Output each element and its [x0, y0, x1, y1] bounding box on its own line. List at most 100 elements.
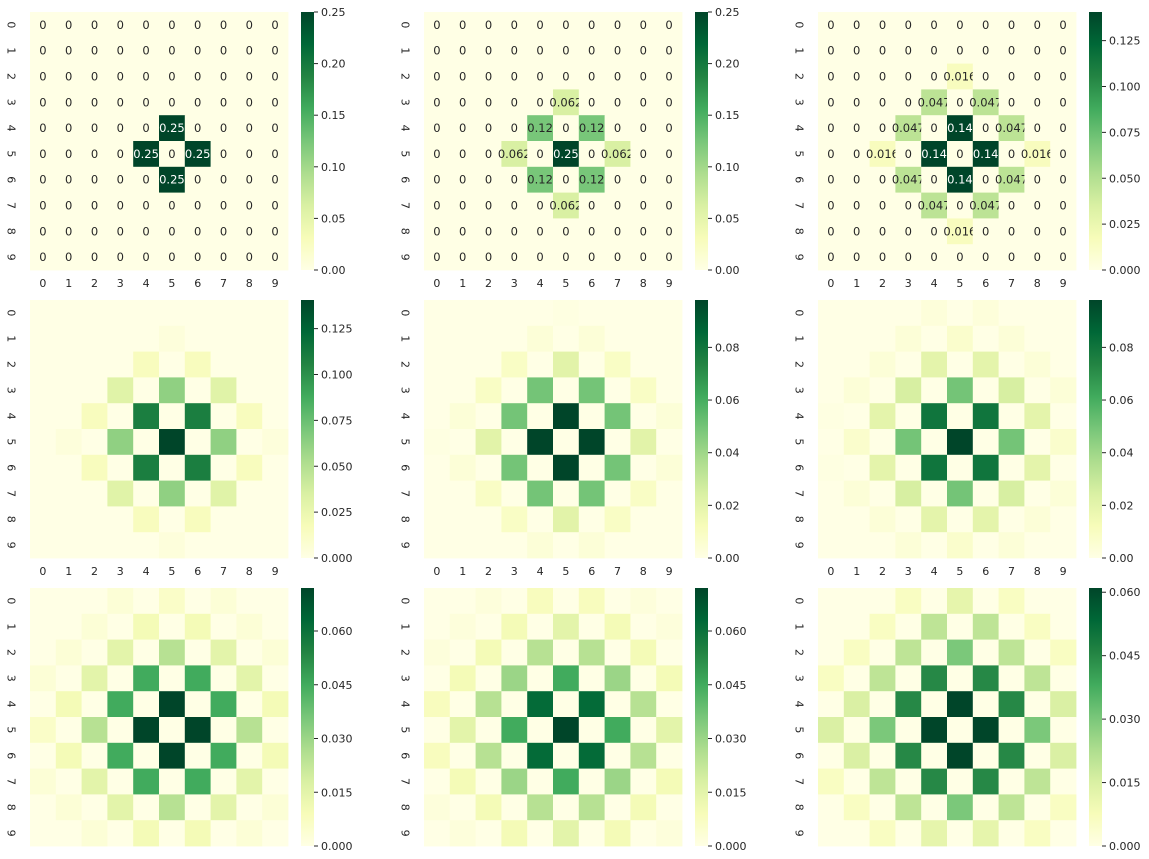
cell-annotation: 0 [220, 18, 227, 32]
colorbar-tick-label: 0.000 [321, 552, 353, 565]
cell-annotation: 0 [246, 121, 253, 135]
cell-annotation: 0 [220, 199, 227, 213]
heatmap-cell [1024, 403, 1051, 430]
heatmap-cell [1024, 742, 1051, 769]
heatmap-cell [604, 37, 631, 64]
heatmap-cell [501, 403, 528, 430]
heatmap-cell [578, 768, 605, 795]
cell-annotation: 0 [982, 121, 989, 135]
cell-annotation: 0 [271, 44, 278, 58]
heatmap-cell [578, 325, 605, 352]
heatmap-cell [133, 166, 160, 193]
heatmap-cell [475, 89, 502, 116]
heatmap-cell [604, 717, 631, 744]
cell-annotation: 0 [1059, 121, 1066, 135]
heatmap-cell [1050, 115, 1077, 142]
heatmap-cell [578, 403, 605, 430]
cell-annotation: 0 [827, 147, 834, 161]
heatmap-cell [449, 115, 476, 142]
y-tick-label: 6 [793, 464, 806, 471]
heatmap-cell [107, 532, 134, 559]
heatmap-cell [630, 480, 657, 507]
cell-annotation: 0 [65, 173, 72, 187]
x-tick-label: 7 [614, 277, 621, 290]
heatmap-cell [449, 166, 476, 193]
colorbar-tick-label: 0.125 [321, 323, 353, 336]
cell-annotation: 0.016 [943, 70, 976, 84]
heatmap-cell [843, 115, 870, 142]
heatmap-cell [895, 403, 922, 430]
heatmap-cell [972, 588, 999, 615]
y-tick-label: 6 [5, 752, 18, 759]
heatmap-cell [843, 532, 870, 559]
colorbar [1089, 12, 1102, 270]
heatmap-cell [947, 89, 974, 116]
heatmap-cell [895, 506, 922, 533]
heatmap-cell [869, 377, 896, 404]
heatmap-cell [998, 794, 1025, 821]
heatmap-cell [921, 141, 948, 168]
heatmap-cell [998, 192, 1025, 219]
heatmap-cell [236, 377, 263, 404]
colorbar [1089, 588, 1102, 846]
x-tick-label: 4 [143, 565, 150, 578]
cell-annotation: 0 [117, 95, 124, 109]
cell-annotation: 0 [879, 224, 886, 238]
heatmap-cell [1050, 768, 1077, 795]
heatmap-cell [630, 351, 657, 378]
heatmap-cell [449, 480, 476, 507]
cell-annotation: 0 [665, 70, 672, 84]
heatmap-cell [947, 613, 974, 640]
heatmap-cell [475, 192, 502, 219]
heatmap-cell [527, 506, 554, 533]
cell-annotation: 0 [640, 199, 647, 213]
heatmap-cell [262, 300, 289, 327]
cell-annotation: 0 [982, 70, 989, 84]
heatmap-cell [424, 480, 451, 507]
heatmap-cell [449, 794, 476, 821]
heatmap-cell [921, 454, 948, 481]
heatmap-cell [998, 506, 1025, 533]
heatmap-cell [424, 377, 451, 404]
cell-annotation: 0.062 [549, 95, 582, 109]
cell-annotation: 0 [665, 95, 672, 109]
cell-annotation: 0 [194, 18, 201, 32]
heatmap-cell [998, 480, 1025, 507]
heatmap-cell [869, 141, 896, 168]
heatmap-cell [843, 454, 870, 481]
heatmap-cell [475, 325, 502, 352]
heatmap-cell [475, 794, 502, 821]
heatmap-cell [81, 768, 108, 795]
heatmap-cell [998, 63, 1025, 90]
heatmap-cell [184, 742, 211, 769]
x-tick-label: 1 [853, 277, 860, 290]
cell-annotation: 0 [485, 95, 492, 109]
cell-annotation: 0 [562, 70, 569, 84]
heatmap-cell [30, 768, 57, 795]
cell-annotation: 0 [982, 18, 989, 32]
cell-annotation: 0 [640, 44, 647, 58]
heatmap-cell [475, 506, 502, 533]
heatmap-cell [921, 820, 948, 847]
heatmap-cell [55, 820, 82, 847]
heatmap-cell [262, 506, 289, 533]
cell-annotation: 0 [39, 173, 46, 187]
heatmap-cell [818, 218, 845, 245]
cell-annotation: 0.14 [947, 173, 973, 187]
heatmap-cell [921, 639, 948, 666]
heatmap-cell [236, 506, 263, 533]
heatmap-cell [210, 480, 237, 507]
heatmap-cell [553, 141, 580, 168]
cell-annotation: 0 [562, 173, 569, 187]
heatmap-cell [475, 691, 502, 718]
heatmap-cell [30, 115, 57, 142]
heatmap-cell [1050, 588, 1077, 615]
heatmap-cell [107, 665, 134, 692]
heatmap-cell [818, 141, 845, 168]
cell-annotation: 0 [853, 250, 860, 264]
heatmap-cell [998, 403, 1025, 430]
heatmap-cell [972, 532, 999, 559]
cell-annotation: 0 [640, 95, 647, 109]
heatmap-cell [133, 141, 160, 168]
x-tick-label: 7 [220, 565, 227, 578]
